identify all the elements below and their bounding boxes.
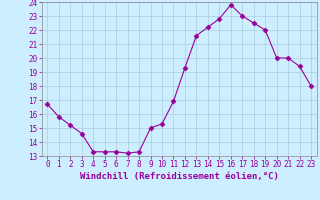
X-axis label: Windchill (Refroidissement éolien,°C): Windchill (Refroidissement éolien,°C) (80, 172, 279, 181)
